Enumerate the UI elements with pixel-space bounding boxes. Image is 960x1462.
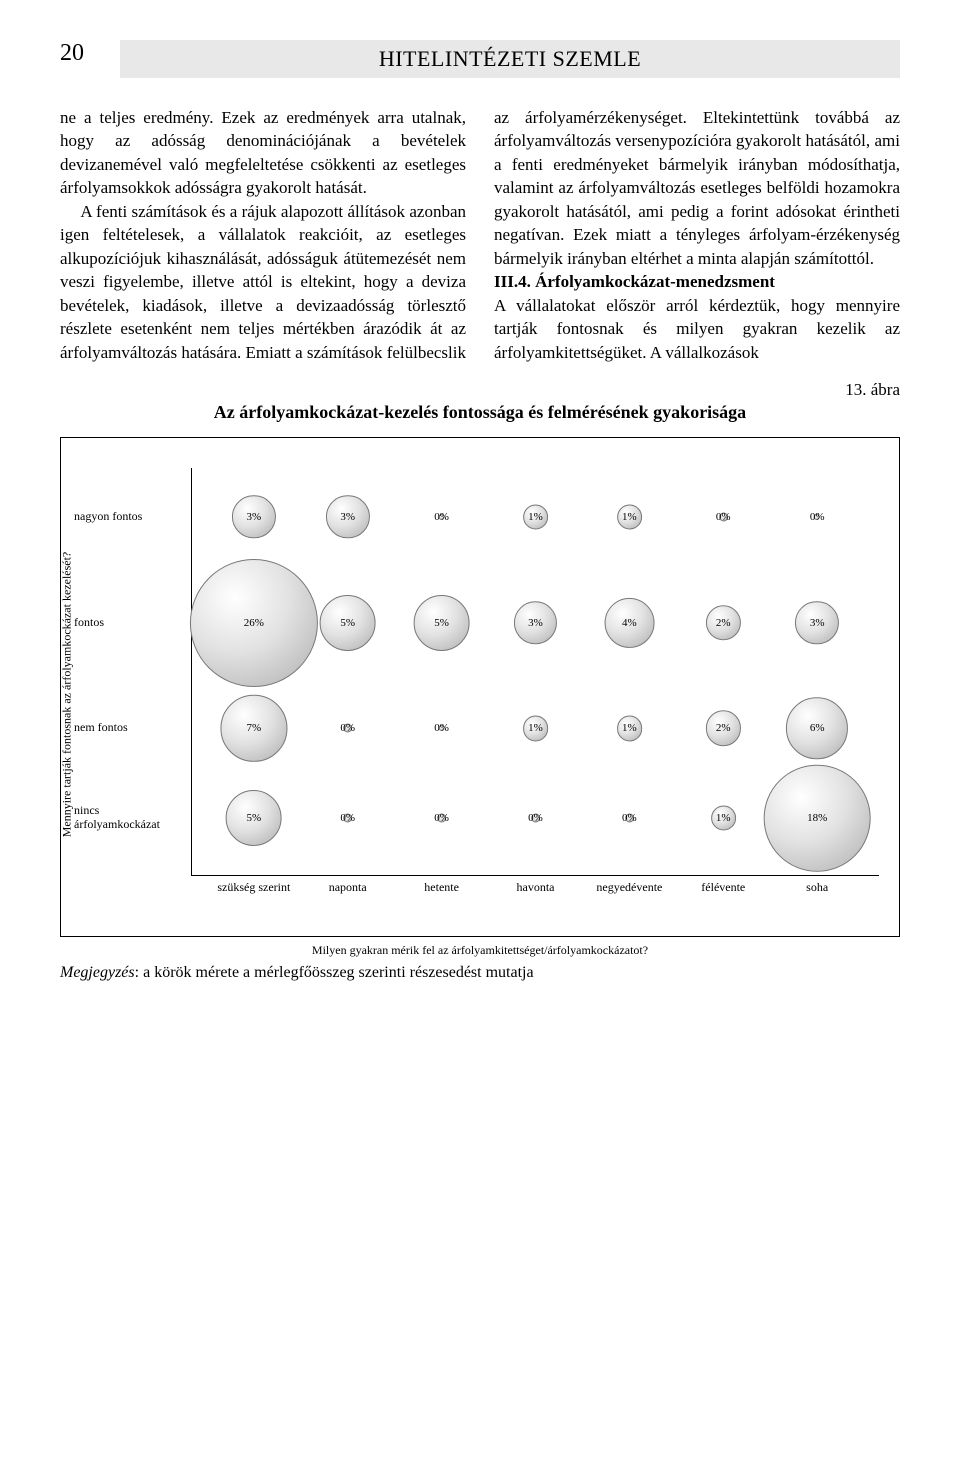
x-category-label: szükség szerint [209, 875, 299, 895]
figure-footnote: Megjegyzés: a körök mérete a mérlegfőöss… [60, 964, 900, 982]
bubble-label: 26% [244, 617, 264, 629]
journal-title: HITELINTÉZETI SZEMLE [120, 40, 900, 78]
bubble-chart: Mennyire tartják fontosnak az árfolyamko… [60, 437, 900, 937]
bubble-label: 5% [434, 617, 449, 629]
bubble: 0% [340, 812, 355, 824]
paragraph-3: A vállalatokat először arról kérdeztük, … [494, 294, 900, 364]
bubble-label: 1% [528, 722, 543, 734]
bubble: 2% [716, 722, 731, 734]
bubble: 1% [622, 511, 637, 523]
bubble: 2% [716, 617, 731, 629]
bubble: 26% [244, 617, 264, 629]
figure-title: Az árfolyamkockázat-kezelés fontossága é… [60, 402, 900, 423]
bubble-label: 4% [622, 617, 637, 629]
bubble-label: 1% [622, 722, 637, 734]
bubble-label: 0% [716, 511, 731, 523]
y-category-label: nagyon fontos [74, 510, 192, 524]
bubble-label: 18% [807, 812, 827, 824]
plot-area: nagyon fontosfontosnem fontosnincs árfol… [191, 468, 879, 876]
page-number: 20 [60, 40, 120, 67]
bubble-label: 0% [340, 722, 355, 734]
bubble-label: 6% [810, 722, 825, 734]
bubble: 18% [807, 812, 827, 824]
bubble-label: 1% [622, 511, 637, 523]
body-text: ne a teljes eredmény. Ezek az eredmények… [60, 106, 900, 364]
bubble-label: 2% [716, 722, 731, 734]
bubble-label: 0% [810, 511, 825, 523]
bubble: 5% [434, 617, 449, 629]
paragraph-1: ne a teljes eredmény. Ezek az eredmények… [60, 106, 466, 200]
footnote-text: : a körök mérete a mérlegfőösszeg szerin… [135, 964, 534, 981]
bubble: 3% [246, 511, 261, 523]
section-heading: III.4. Árfolyamkockázat-menedzsment [494, 270, 900, 293]
bubble: 0% [810, 511, 825, 523]
x-category-label: hetente [397, 875, 487, 895]
bubble-label: 3% [528, 617, 543, 629]
bubble-label: 5% [340, 617, 355, 629]
bubble-label: 3% [246, 511, 261, 523]
x-category-label: félévente [678, 875, 768, 895]
x-category-label: soha [772, 875, 862, 895]
bubble: 3% [528, 617, 543, 629]
bubble-label: 3% [340, 511, 355, 523]
bubble-label: 0% [434, 812, 449, 824]
bubble-label: 2% [716, 617, 731, 629]
bubble: 1% [622, 722, 637, 734]
bubble: 5% [246, 812, 261, 824]
x-category-label: naponta [303, 875, 393, 895]
bubble-label: 5% [246, 812, 261, 824]
bubble-label: 1% [716, 812, 731, 824]
bubble-label: 7% [246, 722, 261, 734]
bubble: 1% [716, 812, 731, 824]
bubble-label: 0% [622, 812, 637, 824]
bubble-label: 0% [434, 511, 449, 523]
bubble-label: 3% [810, 617, 825, 629]
bubble: 0% [528, 812, 543, 824]
y-category-label: nem fontos [74, 722, 192, 736]
bubble: 4% [622, 617, 637, 629]
bubble: 0% [716, 511, 731, 523]
bubble: 0% [434, 812, 449, 824]
bubble-label: 0% [340, 812, 355, 824]
bubble: 5% [340, 617, 355, 629]
y-axis-label: Mennyire tartják fontosnak az árfolyamko… [60, 552, 75, 838]
footnote-prefix: Megjegyzés [60, 964, 135, 981]
bubble-label: 0% [528, 812, 543, 824]
bubble: 0% [434, 722, 449, 734]
bubble: 0% [340, 722, 355, 734]
x-category-label: havonta [491, 875, 581, 895]
bubble: 3% [810, 617, 825, 629]
y-category-label: nincs árfolyamkockázat [74, 804, 192, 832]
bubble: 0% [434, 511, 449, 523]
x-axis-label: Milyen gyakran mérik fel az árfolyamkite… [60, 943, 900, 958]
bubble-label: 1% [528, 511, 543, 523]
bubble: 3% [340, 511, 355, 523]
bubble-label: 0% [434, 722, 449, 734]
bubble: 1% [528, 722, 543, 734]
bubble: 7% [246, 722, 261, 734]
bubble: 1% [528, 511, 543, 523]
y-category-label: fontos [74, 616, 192, 630]
figure-label: 13. ábra [845, 380, 900, 400]
bubble: 0% [622, 812, 637, 824]
x-category-label: negyedévente [584, 875, 674, 895]
bubble: 6% [810, 722, 825, 734]
